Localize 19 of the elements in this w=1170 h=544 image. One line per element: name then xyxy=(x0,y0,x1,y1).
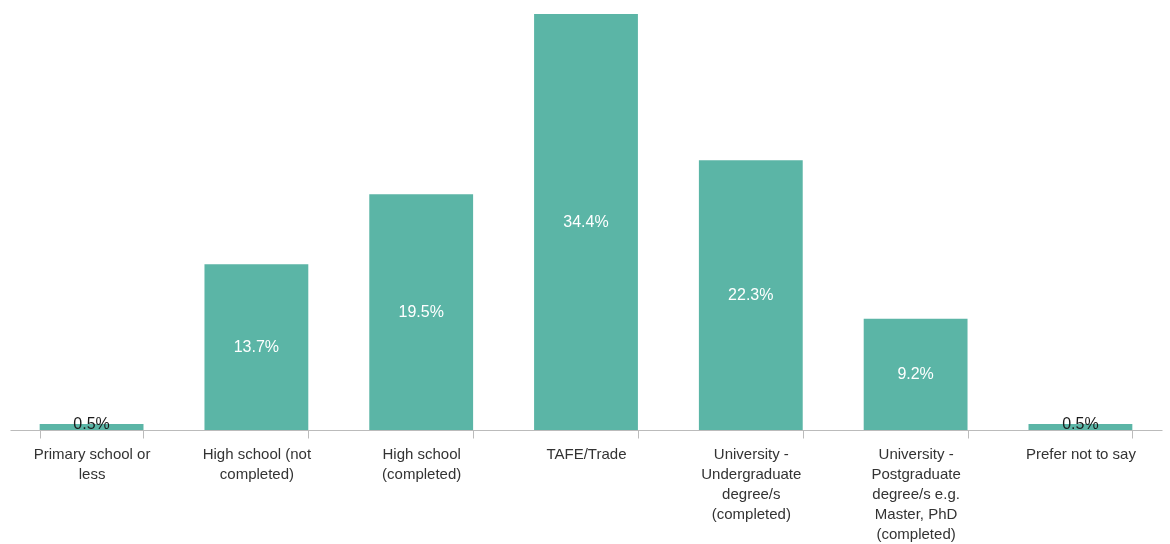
bar xyxy=(698,160,803,430)
x-tick-label: University - Undergraduate degree/s (completed) xyxy=(701,444,802,522)
data-label: 0.5% xyxy=(73,414,110,432)
x-tick-label: High school (completed) xyxy=(382,444,462,482)
data-label: 0.5% xyxy=(1062,414,1099,432)
x-tick-label: Primary school or less xyxy=(33,444,151,482)
data-label: 13.7% xyxy=(233,338,280,356)
x-tick-label: High school (not completed) xyxy=(202,444,312,482)
bar xyxy=(204,264,309,430)
bar xyxy=(534,14,638,430)
x-tick-label: University - Postgraduate degree/s e.g. Master, PhD (completed) xyxy=(871,444,961,542)
x-tick-label: Prefer not to say xyxy=(1025,444,1137,462)
data-label: 22.3% xyxy=(728,286,774,304)
bar xyxy=(369,194,474,430)
bar xyxy=(863,318,968,430)
data-label: 9.2% xyxy=(897,365,934,383)
data-label: 19.5% xyxy=(398,303,444,321)
x-tick-label: TAFE/Trade xyxy=(546,444,627,462)
data-label: 34.4% xyxy=(563,213,609,230)
